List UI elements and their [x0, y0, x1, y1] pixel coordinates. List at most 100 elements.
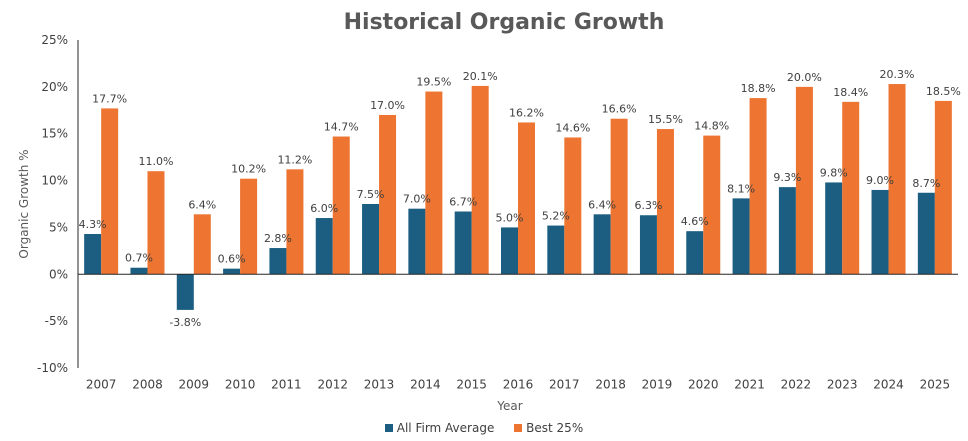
legend-item-best-25: Best 25%	[514, 421, 583, 435]
x-axis: 2007 2008 2009 2010 2011 2012 2013 2014 2015 2016…	[78, 273, 958, 391]
x-axis-title: Year	[496, 399, 522, 413]
bar-all-firm-average-2008	[130, 267, 148, 275]
bar-best-25-2021	[749, 98, 767, 275]
label-all-firm-average-2014: 7.0%	[403, 193, 431, 206]
label-best-25-2009: 6.4%	[188, 198, 216, 211]
label-all-firm-average-2021: 8.1%	[727, 182, 755, 195]
label-best-25-2024: 20.3%	[880, 68, 915, 81]
label-best-25-2014: 19.5%	[416, 76, 451, 89]
bar-all-firm-average-2021	[732, 198, 750, 275]
y-tick-label: 20%	[41, 80, 68, 94]
chart-title: Historical Organic Growth	[343, 10, 665, 35]
bar-all-firm-average-2007	[84, 233, 102, 275]
bar-all-firm-average-2023	[825, 182, 843, 275]
label-best-25-2021: 18.8%	[741, 82, 776, 95]
x-tick-label: 2022	[781, 377, 812, 391]
label-all-firm-average-2020: 4.6%	[681, 215, 709, 228]
label-all-firm-average-2013: 7.5%	[357, 188, 385, 201]
y-tick-label: 10%	[41, 174, 68, 188]
label-all-firm-average-2025: 8.7%	[912, 177, 940, 190]
x-tick-label: 2008	[132, 377, 163, 391]
x-tick-label: 2020	[688, 377, 719, 391]
x-tick-label: 2011	[271, 377, 302, 391]
label-all-firm-average-2019: 6.3%	[634, 199, 662, 212]
label-best-25-2008: 11.0%	[138, 155, 173, 168]
bar-best-25-2022	[795, 86, 813, 275]
x-tick-label: 2019	[642, 377, 673, 391]
y-axis: -10% -5% 0% 5% 10% 15% 20% 25%	[37, 33, 79, 375]
bar-all-firm-average-2009	[176, 274, 194, 310]
label-best-25-2012: 14.7%	[324, 121, 359, 134]
label-all-firm-average-2007: 4.3%	[79, 218, 107, 231]
bar-all-firm-average-2012	[315, 218, 333, 275]
legend-label-all-firm-average: All Firm Average	[396, 421, 495, 435]
y-tick-label: 5%	[49, 220, 68, 234]
bar-all-firm-average-2011	[269, 248, 287, 275]
bar-all-firm-average-2024	[871, 189, 889, 275]
bar-best-25-2018	[610, 118, 628, 275]
x-tick-label: 2013	[364, 377, 395, 391]
label-all-firm-average-2010: 0.6%	[218, 253, 246, 266]
y-axis-title: Organic Growth %	[17, 149, 31, 258]
label-best-25-2023: 18.4%	[833, 86, 868, 99]
label-all-firm-average-2011: 2.8%	[264, 232, 292, 245]
label-best-25-2022: 20.0%	[787, 71, 822, 84]
data-labels: 4.3% 17.7% 0.7% 11.0% -3.8% 6.4% 0.6% 10.2% 2.8%…	[79, 68, 961, 329]
bar-all-firm-average-2010	[223, 268, 241, 275]
x-tick-label: 2024	[873, 377, 904, 391]
x-tick-label: 2012	[317, 377, 348, 391]
x-tick-label: 2009	[179, 377, 210, 391]
label-best-25-2015: 20.1%	[463, 70, 498, 83]
label-best-25-2010: 10.2%	[231, 163, 266, 176]
bar-best-25-2014	[425, 91, 443, 275]
bar-best-25-2016	[518, 122, 535, 275]
label-best-25-2020: 14.8%	[694, 120, 729, 133]
label-all-firm-average-2016: 5.0%	[496, 211, 524, 224]
bar-best-25-2025	[934, 100, 952, 275]
bar-all-firm-average-2022	[778, 187, 796, 275]
x-tick-label: 2017	[549, 377, 580, 391]
x-tick-label: 2025	[920, 377, 951, 391]
legend-label-best-25: Best 25%	[526, 421, 584, 435]
x-tick-label: 2010	[225, 377, 256, 391]
y-tick-label: 25%	[41, 33, 68, 47]
legend-swatch-best-25	[514, 424, 523, 432]
y-tick-label: -5%	[45, 314, 68, 328]
label-best-25-2011: 11.2%	[277, 153, 312, 166]
legend-swatch-all-firm-average	[384, 424, 393, 432]
bar-all-firm-average-2013	[362, 204, 380, 275]
bar-all-firm-average-2016	[501, 227, 518, 275]
bar-all-firm-average-2018	[593, 214, 611, 275]
y-tick-label: 15%	[41, 127, 68, 141]
bar-all-firm-average-2014	[408, 208, 426, 275]
label-best-25-2016: 16.2%	[509, 106, 544, 119]
label-best-25-2025: 18.5%	[926, 85, 961, 98]
bar-best-25-2007	[101, 108, 119, 275]
bar-best-25-2024	[888, 84, 906, 275]
bar-best-25-2011	[286, 169, 304, 275]
bar-all-firm-average-2019	[639, 215, 657, 275]
bar-best-25-2017	[564, 137, 582, 275]
bar-best-25-2023	[842, 101, 860, 275]
label-all-firm-average-2018: 6.4%	[588, 198, 616, 211]
x-tick-label: 2014	[410, 377, 441, 391]
bar-all-firm-average-2025	[917, 192, 935, 275]
label-best-25-2019: 15.5%	[648, 113, 683, 126]
bar-best-25-2013	[379, 114, 397, 275]
label-all-firm-average-2024: 9.0%	[866, 174, 894, 187]
bars	[84, 84, 952, 310]
x-tick-label: 2007	[86, 377, 117, 391]
x-tick-label: 2023	[827, 377, 858, 391]
y-tick-label: -10%	[37, 361, 68, 375]
bar-all-firm-average-2017	[547, 225, 565, 275]
x-tick-label: 2016	[503, 377, 534, 391]
legend-item-all-firm-average: All Firm Average	[384, 421, 495, 435]
x-tick-label: 2021	[734, 377, 765, 391]
label-all-firm-average-2022: 9.3%	[773, 171, 801, 184]
bar-best-25-2010	[240, 178, 258, 275]
label-best-25-2007: 17.7%	[92, 92, 127, 105]
x-tick-label: 2018	[595, 377, 626, 391]
bar-all-firm-average-2015	[454, 211, 472, 275]
label-all-firm-average-2012: 6.0%	[310, 202, 338, 215]
